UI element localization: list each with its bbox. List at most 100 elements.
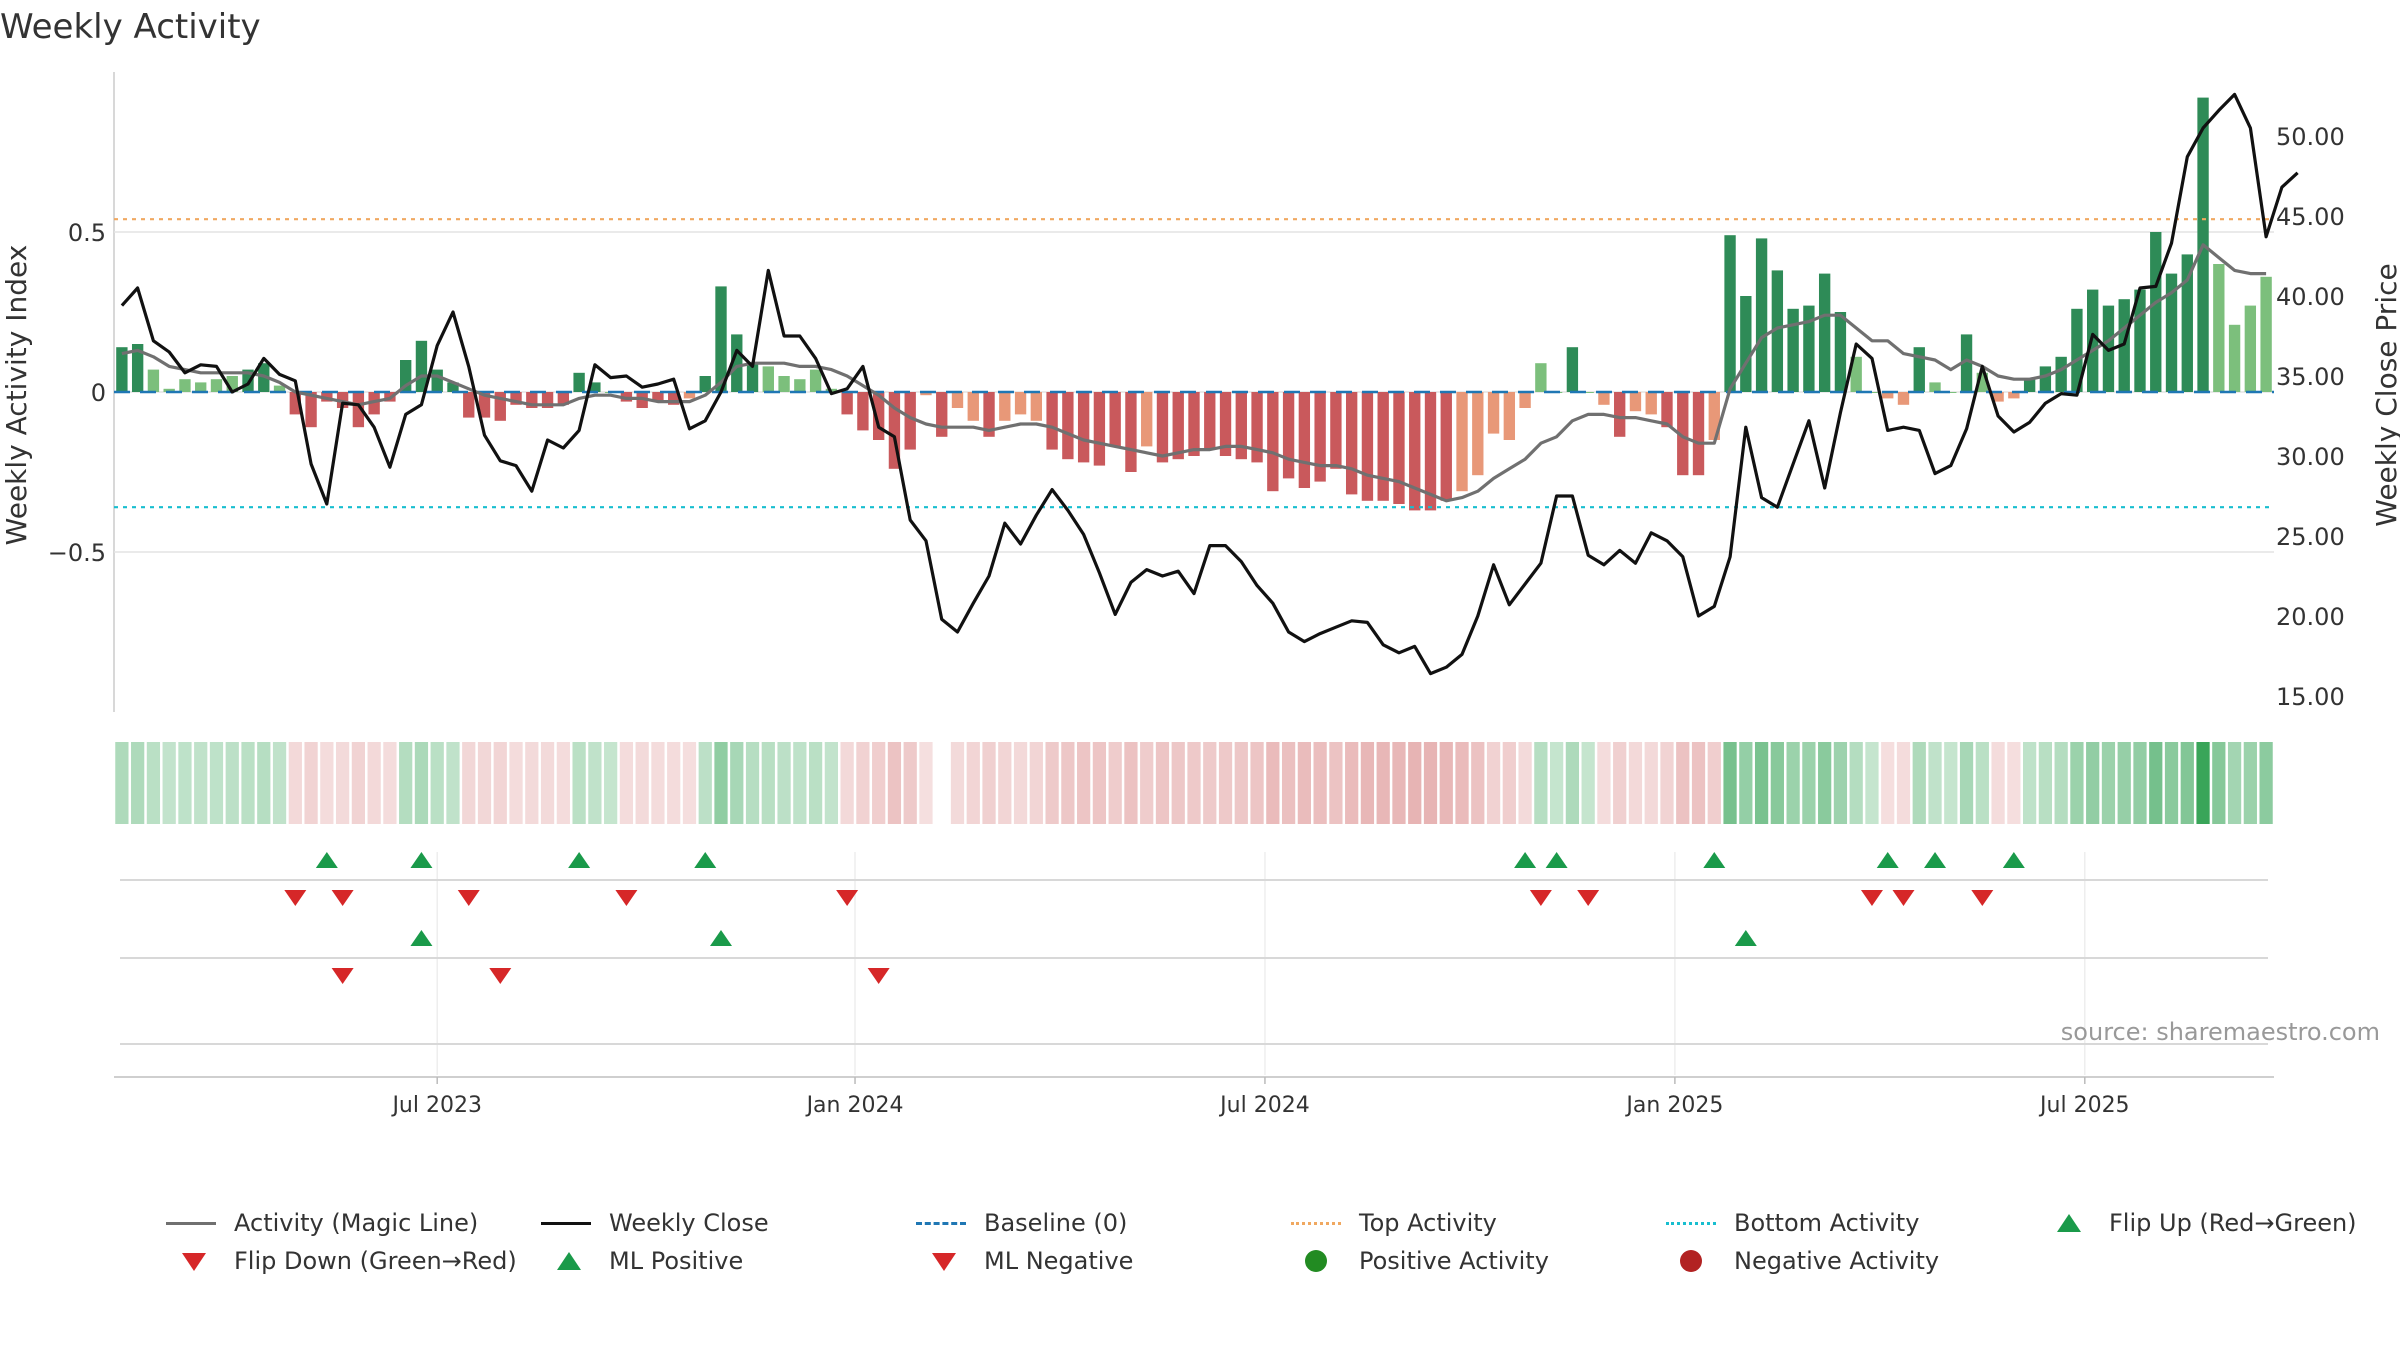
activity-bar <box>1204 392 1216 450</box>
magic-line <box>121 243 2267 503</box>
heat-cell <box>1944 742 1958 824</box>
heat-cell <box>2212 742 2226 824</box>
x-tick-label: Jan 2025 <box>1624 1093 1723 1118</box>
heat-cell <box>414 742 429 824</box>
heat-cell <box>272 742 287 824</box>
activity-bar <box>1803 305 1815 392</box>
heat-cell <box>966 742 980 824</box>
ml-positive-marker <box>1924 852 1947 868</box>
activity-bar <box>1582 392 1594 393</box>
right-tick-label: 20.00 <box>2276 603 2345 631</box>
heat-cell <box>2196 742 2210 824</box>
activity-bar <box>999 392 1011 421</box>
heat-cell <box>1408 742 1422 824</box>
legend-item: Flip Up (Red→Green) <box>2035 1206 2357 1240</box>
heat-cell <box>146 742 161 824</box>
activity-bar <box>1235 392 1247 460</box>
legend-label: Negative Activity <box>1734 1247 1940 1275</box>
heat-cell <box>604 742 618 824</box>
legend-item: Weekly Close <box>535 1206 769 1240</box>
activity-bar <box>273 385 286 392</box>
ml-positive-marker <box>1703 852 1726 868</box>
activity-bar <box>2260 276 2272 392</box>
heat-cell <box>1613 742 1627 824</box>
heat-cell <box>635 742 649 824</box>
activity-bar <box>2165 273 2178 392</box>
activity-bar <box>1014 392 1027 415</box>
heat-cell <box>178 742 192 824</box>
heat-cell <box>1912 742 1926 824</box>
activity-bar <box>762 366 774 392</box>
activity-bar <box>431 369 443 392</box>
activity-bar <box>226 376 238 392</box>
ml-positive-marker <box>1514 852 1537 868</box>
chart-title: Weekly Activity <box>0 7 261 47</box>
heat-cell <box>1266 742 1280 824</box>
activity-bar <box>809 369 822 392</box>
activity-bar <box>242 369 254 392</box>
legend-label: Bottom Activity <box>1734 1209 1920 1237</box>
activity-bar <box>1566 347 1579 392</box>
heat-cell <box>872 742 886 824</box>
x-tick-label: Jul 2023 <box>390 1093 482 1118</box>
heat-cell <box>383 742 397 824</box>
activity-bar <box>668 392 680 405</box>
legend-swatch-icon <box>910 1246 972 1276</box>
activity-bar <box>1771 270 1784 392</box>
heat-cell <box>162 742 176 824</box>
heat-cell <box>745 742 760 824</box>
activity-bar <box>1661 392 1673 428</box>
ml-negative-marker <box>1577 890 1600 906</box>
activity-bar <box>1125 392 1137 472</box>
heat-cell <box>1597 742 1611 824</box>
heat-cell <box>1975 742 1989 824</box>
heat-cell <box>1581 742 1595 824</box>
activity-bar <box>731 334 743 392</box>
heat-cell <box>2054 742 2068 824</box>
right-axis-label: Weekly Close Price <box>2370 263 2400 526</box>
ml-negative-marker <box>1971 890 1994 906</box>
ml-positive-marker <box>410 930 433 946</box>
activity-bar <box>1629 392 1642 412</box>
activity-bar <box>1692 392 1705 476</box>
heat-cell <box>1281 742 1296 824</box>
activity-bar <box>920 392 932 396</box>
heat-cell <box>1754 742 1769 824</box>
activity-bar <box>1598 392 1610 405</box>
activity-bar <box>1141 392 1153 447</box>
heat-cell <box>1250 742 1264 824</box>
heat-cell <box>2022 742 2037 824</box>
activity-bar <box>1393 392 1405 504</box>
main-panel: 0.5 0 −0.5 50.00 45.00 40.00 35.00 30.00 25.00 20… <box>48 72 2345 712</box>
heat-cell <box>288 742 302 824</box>
heat-cell <box>856 742 870 824</box>
legend-item: ML Positive <box>535 1244 743 1278</box>
legend-label: ML Positive <box>609 1247 744 1275</box>
heat-cell <box>1439 742 1453 824</box>
legend-item: Activity (Magic Line) <box>160 1206 478 1240</box>
right-tick-label: 30.00 <box>2276 443 2345 471</box>
activity-bar <box>888 392 901 469</box>
activity-bar <box>510 392 522 405</box>
ml-negative-marker <box>489 968 512 984</box>
weekly-close-line <box>120 92 2299 676</box>
heat-cell <box>194 742 208 824</box>
activity-bar <box>1724 235 1736 392</box>
heat-cell <box>1061 742 1075 824</box>
heat-cell <box>572 742 586 824</box>
heat-cell <box>1140 742 1154 824</box>
heat-cell <box>777 742 791 824</box>
activity-bar <box>1614 392 1626 437</box>
heat-cell <box>793 742 807 824</box>
activity-bar <box>1046 392 1058 450</box>
ml-negative-marker <box>836 890 859 906</box>
activity-bar <box>1188 392 1200 456</box>
right-tick-label: 35.00 <box>2276 363 2345 391</box>
heat-cell <box>808 742 823 824</box>
heat-cell <box>1676 742 1690 824</box>
heat-cell <box>2243 742 2257 824</box>
activity-bar <box>352 392 365 428</box>
activity-bar <box>1677 392 1689 476</box>
legend-item: Flip Down (Green→Red) <box>160 1244 517 1278</box>
